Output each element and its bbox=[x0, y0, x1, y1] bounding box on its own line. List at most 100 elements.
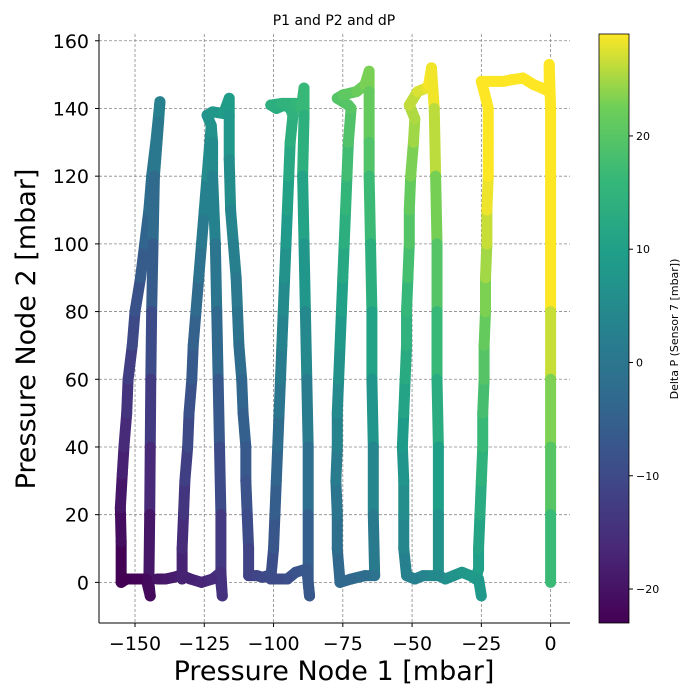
data-segment bbox=[233, 339, 248, 385]
data-segment bbox=[129, 272, 147, 318]
data-segment bbox=[273, 373, 286, 419]
y-tick-label: 160 bbox=[53, 31, 89, 53]
data-segment bbox=[144, 441, 156, 521]
data-segment bbox=[337, 238, 350, 284]
data-segment bbox=[227, 238, 242, 284]
data-segment bbox=[543, 58, 557, 114]
colorbar bbox=[598, 33, 630, 624]
data-segment bbox=[430, 170, 443, 250]
data-segment bbox=[274, 339, 288, 385]
data-segment bbox=[474, 475, 487, 521]
data-segment bbox=[297, 109, 310, 182]
x-tick-label: 0 bbox=[545, 633, 557, 655]
colorbar-tick-label: 0 bbox=[636, 356, 643, 369]
colorbar-ticks: −20 −10 0 10 20 bbox=[629, 130, 659, 596]
y-tick-label: 140 bbox=[53, 98, 89, 120]
data-segment bbox=[212, 373, 226, 453]
y-tick-label: 80 bbox=[65, 302, 89, 324]
data-segment bbox=[193, 238, 208, 284]
data-segment bbox=[144, 373, 157, 453]
data-segment bbox=[270, 441, 284, 487]
data-segment bbox=[198, 170, 213, 216]
data-segment bbox=[299, 306, 313, 385]
data-segment bbox=[405, 136, 419, 182]
data-paths bbox=[114, 58, 557, 602]
data-segment bbox=[479, 238, 493, 284]
data-segment bbox=[122, 339, 138, 385]
data-segment bbox=[396, 441, 410, 487]
data-segment bbox=[330, 441, 343, 487]
data-segment bbox=[331, 373, 345, 419]
data-segment bbox=[341, 136, 354, 182]
data-segment bbox=[428, 102, 442, 182]
data-segment bbox=[425, 62, 440, 114]
x-axis-ticks: −150 −125 −100 −75 −50 −25 0 bbox=[109, 623, 557, 655]
x-tick-label: −25 bbox=[461, 633, 501, 655]
data-segment bbox=[236, 373, 249, 419]
colorbar-label: Delta P (Sensor 7 [mbar]) bbox=[668, 259, 681, 400]
data-segment bbox=[279, 238, 292, 284]
data-segment bbox=[334, 306, 347, 351]
data-segment bbox=[196, 204, 210, 250]
data-segment bbox=[473, 573, 487, 602]
x-tick-label: −100 bbox=[247, 633, 299, 655]
data-segment bbox=[365, 238, 378, 318]
data-segment bbox=[179, 441, 194, 487]
data-segment bbox=[367, 509, 381, 582]
data-segment bbox=[366, 373, 379, 453]
x-tick-label: −150 bbox=[109, 633, 161, 655]
data-segment bbox=[283, 136, 296, 182]
data-segment bbox=[223, 153, 237, 216]
data-segment bbox=[403, 170, 417, 216]
data-segment bbox=[182, 407, 195, 453]
data-segment bbox=[115, 573, 133, 588]
data-segment bbox=[176, 509, 190, 555]
data-segment bbox=[230, 272, 244, 318]
data-segment bbox=[481, 170, 494, 216]
data-segment bbox=[338, 204, 352, 250]
data-segment bbox=[209, 238, 223, 318]
data-segment bbox=[232, 306, 245, 351]
data-segment bbox=[237, 407, 252, 453]
data-segment bbox=[114, 468, 128, 514]
data-segment bbox=[340, 170, 353, 216]
data-segment bbox=[183, 373, 198, 419]
chart-title: P1 and P2 and dP bbox=[273, 13, 396, 29]
x-tick-label: −75 bbox=[323, 633, 363, 655]
colorbar-tick-label: 10 bbox=[636, 243, 650, 256]
data-segment bbox=[268, 509, 281, 555]
data-segment bbox=[342, 102, 357, 148]
data-segment bbox=[297, 170, 310, 250]
y-tick-label: 60 bbox=[65, 369, 89, 391]
data-segment bbox=[190, 272, 205, 318]
data-segment bbox=[147, 170, 160, 250]
data-segment bbox=[118, 407, 133, 453]
x-axis-label: Pressure Node 1 [mbar] bbox=[174, 656, 495, 687]
x-tick-label: −50 bbox=[392, 633, 432, 655]
data-segment bbox=[176, 570, 196, 585]
data-segment bbox=[281, 170, 295, 216]
data-segment bbox=[280, 204, 293, 250]
data-segment bbox=[114, 502, 127, 548]
data-segment bbox=[126, 306, 141, 351]
colorbar-tick-label: 20 bbox=[636, 130, 650, 143]
data-segment bbox=[240, 475, 253, 521]
data-segment bbox=[478, 306, 491, 351]
y-tick-label: 100 bbox=[53, 234, 89, 256]
y-tick-label: 20 bbox=[65, 505, 89, 527]
data-segment bbox=[186, 339, 199, 385]
x-tick-label: −125 bbox=[178, 633, 230, 655]
data-segment bbox=[335, 272, 349, 318]
data-segment bbox=[396, 407, 410, 453]
data-segment bbox=[401, 570, 421, 585]
data-segment bbox=[148, 116, 165, 182]
data-segment bbox=[121, 373, 134, 419]
data-segment bbox=[178, 475, 191, 521]
data-segment bbox=[143, 509, 156, 588]
y-tick-label: 120 bbox=[53, 166, 89, 188]
data-segment bbox=[402, 238, 415, 284]
data-segment bbox=[431, 373, 444, 453]
data-segment bbox=[276, 306, 289, 351]
data-segment bbox=[333, 339, 346, 385]
y-tick-label: 40 bbox=[65, 437, 89, 459]
